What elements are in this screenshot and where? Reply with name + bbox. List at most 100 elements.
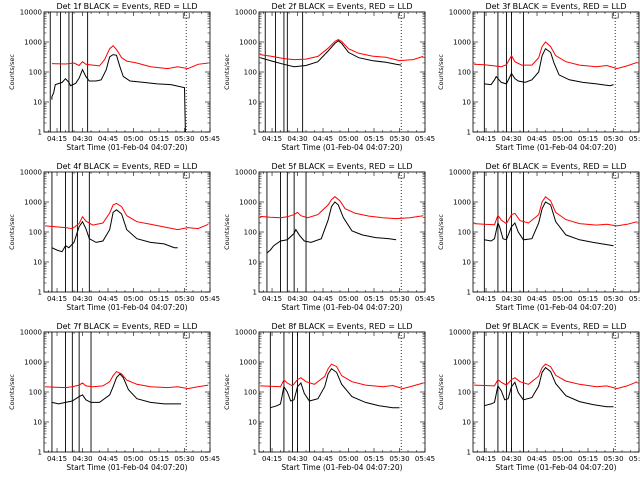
x-tick-label: 05:45	[200, 135, 220, 143]
events-rate-line	[259, 40, 402, 68]
x-tick-label: 05:00	[338, 295, 358, 303]
x-tick-label: 05:00	[338, 455, 358, 463]
x-axis-label: Start Time (01-Feb-04 04:07:20)	[495, 143, 616, 152]
x-tick-label: 04:30	[287, 295, 307, 303]
x-axis-label: Start Time (01-Feb-04 04:07:20)	[281, 143, 402, 152]
x-tick-label: 04:15	[47, 455, 67, 463]
panel-title: Det 9f BLACK = Events, RED = LLD	[485, 322, 626, 331]
x-tick-label: 04:45	[313, 455, 333, 463]
lld-rate-line	[474, 195, 638, 227]
x-tick-label: 04:30	[287, 135, 307, 143]
bracket-marker	[397, 13, 405, 19]
lld-rate-line	[260, 363, 424, 390]
y-tick-label: 1000	[453, 39, 471, 47]
y-tick-label: 1	[253, 449, 257, 457]
bracket-marker	[611, 173, 619, 179]
x-tick-label: 04:45	[98, 295, 118, 303]
bracket-marker	[611, 333, 619, 339]
lld-rate-line	[260, 196, 424, 220]
y-tick-label: 1	[467, 289, 471, 297]
y-tick-label: 100	[244, 229, 257, 237]
y-axis-label: Counts/sec	[223, 214, 231, 250]
detector-panel-4: Det 4f BLACK = Events, RED = LLD 1 10 100 10…	[8, 162, 220, 312]
x-tick-label: 04:30	[501, 135, 521, 143]
x-tick-label: 05:45	[415, 455, 435, 463]
x-tick-label: 05:30	[174, 455, 194, 463]
y-tick-label: 10000	[20, 169, 42, 177]
y-tick-label: 10	[33, 259, 42, 267]
x-tick-label: 05:30	[389, 135, 409, 143]
y-axis-label: Counts/sec	[437, 214, 445, 250]
panel-title: Det 7f BLACK = Events, RED = LLD	[56, 322, 197, 331]
x-tick-label: 05:00	[552, 135, 572, 143]
lld-rate-line	[260, 39, 424, 62]
plot-frame	[43, 331, 211, 453]
y-tick-label: 10000	[235, 9, 257, 17]
y-tick-label: 10000	[449, 9, 471, 17]
bracket-marker	[182, 173, 190, 179]
x-tick-label: 04:15	[262, 455, 282, 463]
panel-title: Det 5f BLACK = Events, RED = LLD	[271, 162, 412, 171]
x-tick-label: 05:30	[603, 135, 623, 143]
y-tick-label: 10000	[20, 329, 42, 337]
x-tick-label: 04:45	[98, 455, 118, 463]
x-tick-label: 05:00	[338, 135, 358, 143]
y-tick-label: 10	[248, 419, 257, 427]
events-rate-line	[484, 201, 614, 247]
y-tick-label: 100	[244, 69, 257, 77]
x-tick-label: 05:45	[200, 295, 220, 303]
x-tick-label: 05:00	[552, 295, 572, 303]
x-axis-label: Start Time (01-Feb-04 04:07:20)	[66, 463, 187, 472]
x-tick-label: 05:15	[364, 295, 384, 303]
x-tick-label: 05:00	[123, 455, 143, 463]
x-tick-label: 05:30	[174, 295, 194, 303]
y-tick-label: 10	[33, 99, 42, 107]
x-tick-label: 05:30	[174, 135, 194, 143]
lld-rate-line	[51, 44, 209, 70]
panel-title: Det 4f BLACK = Events, RED = LLD	[56, 162, 197, 171]
x-tick-label: 04:30	[501, 295, 521, 303]
x-tick-label: 05:00	[123, 135, 143, 143]
lld-rate-line	[474, 363, 638, 390]
x-tick-label: 04:30	[72, 295, 92, 303]
x-tick-label: 04:30	[287, 455, 307, 463]
y-tick-label: 1	[253, 289, 257, 297]
bracket-marker	[611, 13, 619, 19]
y-tick-label: 100	[29, 229, 42, 237]
x-tick-label: 05:15	[578, 135, 598, 143]
y-tick-label: 10	[248, 99, 257, 107]
x-tick-label: 04:15	[47, 135, 67, 143]
x-tick-label: 04:15	[47, 295, 67, 303]
y-tick-label: 10	[248, 259, 257, 267]
detector-panel-6: Det 6f BLACK = Events, RED = LLD 1 10 100 10…	[437, 162, 640, 312]
y-axis-label: Counts/sec	[8, 54, 16, 90]
y-tick-label: 1	[38, 129, 42, 137]
x-tick-label: 05:15	[149, 135, 169, 143]
events-rate-line	[51, 209, 178, 253]
y-tick-label: 10	[462, 99, 471, 107]
y-tick-label: 1	[38, 449, 42, 457]
x-tick-label: 04:30	[72, 135, 92, 143]
y-axis-label: Counts/sec	[437, 374, 445, 410]
events-rate-line	[270, 367, 400, 409]
bracket-marker	[182, 333, 190, 339]
x-tick-label: 05:00	[552, 455, 572, 463]
x-axis-label: Start Time (01-Feb-04 04:07:20)	[495, 303, 616, 312]
panel-title: Det 1f BLACK = Events, RED = LLD	[56, 2, 197, 11]
x-tick-label: 04:15	[476, 455, 496, 463]
x-tick-label: 05:45	[415, 295, 435, 303]
events-rate-line	[51, 54, 186, 132]
x-tick-label: 05:45	[629, 455, 640, 463]
events-rate-line	[51, 373, 182, 405]
x-tick-label: 05:00	[123, 295, 143, 303]
lld-rate-line	[474, 41, 638, 70]
y-tick-label: 10	[462, 419, 471, 427]
y-tick-label: 1000	[24, 39, 42, 47]
x-tick-label: 05:15	[149, 455, 169, 463]
x-tick-label: 04:15	[476, 135, 496, 143]
y-tick-label: 1	[38, 289, 42, 297]
x-tick-label: 05:30	[389, 455, 409, 463]
y-tick-label: 1000	[24, 199, 42, 207]
y-axis-label: Counts/sec	[8, 374, 16, 410]
y-tick-label: 1	[467, 449, 471, 457]
